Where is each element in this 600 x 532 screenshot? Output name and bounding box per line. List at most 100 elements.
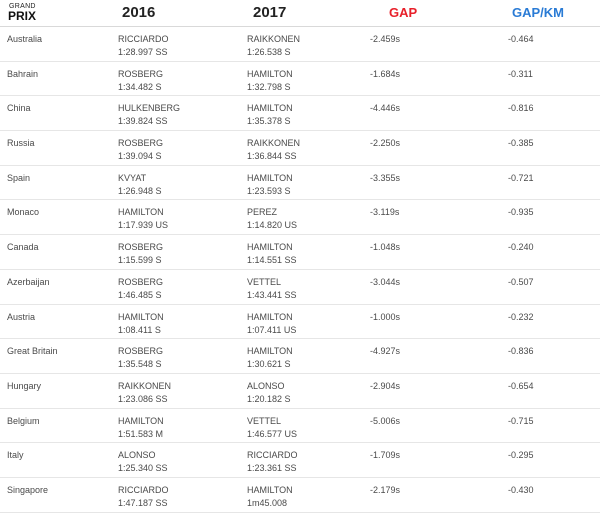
gap-value: -3.119s: [370, 207, 400, 218]
table-row: Australia RICCIARDO 1:28.997 SS RAIKKONEN 1:…: [0, 27, 600, 62]
grand-prix-name: Hungary: [7, 380, 42, 391]
gap-value: -4.446s: [370, 103, 401, 114]
laptime-2016: 1:15.599 S: [118, 255, 162, 266]
result-2017-cell: HAMILTON 1:07.411 US: [247, 312, 296, 336]
result-2016-cell: HAMILTON 1:17.939 US: [118, 207, 168, 231]
result-2017-cell: RAIKKONEN 1:26.538 S: [247, 34, 300, 58]
gap-per-km-value: -0.240: [508, 242, 534, 253]
gap-per-km-value: -0.654: [508, 380, 534, 391]
grand-prix-name: Bahrain: [7, 68, 39, 79]
laptime-2016: 1:26.948 S: [118, 185, 162, 196]
driver-2016: RICCIARDO: [118, 484, 169, 495]
gap-per-km-value: -0.715: [508, 415, 534, 426]
driver-2016: ROSBERG: [118, 346, 164, 357]
table-row: Great Britain ROSBERG 1:35.548 S HAMILTON 1:…: [0, 339, 600, 374]
result-2016-cell: HULKENBERG 1:39.824 SS: [118, 103, 180, 127]
gap-value: -2.904s: [370, 380, 401, 391]
laptime-2017: 1:23.361 SS: [247, 463, 297, 474]
laptime-2016: 1:25.340 SS: [118, 463, 168, 474]
driver-2017: HAMILTON: [247, 103, 293, 114]
driver-2017: HAMILTON: [247, 484, 293, 495]
laptime-2017: 1:46.577 US: [247, 428, 298, 439]
gap-value: -2.459s: [370, 34, 401, 44]
driver-2016: HULKENBERG: [118, 103, 181, 114]
driver-2017: HAMILTON: [247, 68, 293, 79]
gap-value: -1.684s: [370, 68, 401, 79]
gap-per-km-value: -0.836: [508, 346, 534, 357]
gap-per-km-value: -0.385: [508, 138, 534, 149]
table-row: Spain KVYAT 1:26.948 S HAMILTON 1:23.593 S -3…: [0, 166, 600, 201]
result-2016-cell: ROSBERG 1:34.482 S: [118, 69, 163, 93]
result-2017-cell: RAIKKONEN 1:36.844 SS: [247, 138, 300, 162]
table-row: Russia ROSBERG 1:39.094 S RAIKKONEN 1:36.844…: [0, 131, 600, 166]
driver-2016: ALONSO: [118, 450, 156, 461]
gap-per-km-value: -0.430: [508, 484, 534, 495]
gap-per-km-value: -0.311: [508, 68, 533, 79]
driver-2017: RAIKKONEN: [247, 138, 301, 149]
driver-2016: HAMILTON: [118, 311, 164, 322]
laptime-2016: 1:34.482 S: [118, 81, 162, 92]
laptime-2017: 1:07.411 US: [247, 324, 297, 335]
gap-per-km-value: -0.295: [508, 450, 534, 461]
laptime-2017: 1:43.441 SS: [247, 289, 297, 300]
year-2017-header: 2017: [253, 4, 287, 21]
gap-value: -1.709s: [370, 450, 401, 461]
gap-per-km-value: -0.816: [508, 103, 534, 114]
driver-2017: HAMILTON: [247, 311, 293, 322]
grand-prix-name: Italy: [7, 450, 24, 461]
result-2016-cell: ROSBERG 1:46.485 S: [118, 277, 163, 301]
grand-prix-name: Spain: [7, 172, 31, 183]
result-2017-cell: HAMILTON 1m45.008: [247, 485, 293, 509]
result-2016-cell: ROSBERG 1:39.094 S: [118, 138, 163, 162]
driver-2017: RAIKKONEN: [247, 34, 301, 44]
result-2016-cell: ROSBERG 1:35.548 S: [118, 346, 163, 370]
driver-2016: ROSBERG: [118, 138, 164, 149]
table-body: Australia RICCIARDO 1:28.997 SS RAIKKONEN 1:…: [0, 27, 600, 513]
laptime-2016: 1:08.411 S: [118, 324, 161, 335]
result-2016-cell: RICCIARDO 1:47.187 SS: [118, 485, 169, 509]
driver-2016: ROSBERG: [118, 68, 164, 79]
year-2016-header: 2016: [122, 4, 156, 21]
driver-2016: HAMILTON: [118, 415, 164, 426]
driver-2017: ALONSO: [247, 380, 285, 391]
laptime-2017: 1:26.538 S: [247, 47, 291, 57]
driver-2016: RAIKKONEN: [118, 380, 172, 391]
gap-value: -3.044s: [370, 276, 401, 287]
driver-2017: HAMILTON: [247, 172, 293, 183]
driver-2016: ROSBERG: [118, 242, 164, 253]
table-row: Belgium HAMILTON 1:51.583 M VETTEL 1:46.577 …: [0, 409, 600, 444]
gap-per-km-value: -0.721: [508, 172, 534, 183]
result-2017-cell: HAMILTON 1:23.593 S: [247, 173, 293, 197]
result-2017-cell: VETTEL 1:46.577 US: [247, 416, 297, 440]
laptime-2017: 1:35.378 S: [247, 116, 291, 127]
driver-2017: PEREZ: [247, 207, 278, 218]
grand-prix-header-small: GRAND: [9, 3, 36, 10]
gap-header: GAP: [389, 5, 418, 20]
driver-2016: RICCIARDO: [118, 34, 169, 44]
laptime-2016: 1:35.548 S: [118, 359, 162, 370]
laptime-2017: 1:14.820 US: [247, 220, 298, 231]
table-row: Singapore RICCIARDO 1:47.187 SS HAMILTON 1m4…: [0, 478, 600, 513]
gap-value: -2.179s: [370, 484, 401, 495]
result-2017-cell: HAMILTON 1:14.551 SS: [247, 242, 297, 266]
laptime-2016: 1:23.086 SS: [118, 393, 168, 404]
laptime-2016: 1:47.187 SS: [118, 497, 168, 508]
result-2017-cell: RICCIARDO 1:23.361 SS: [247, 450, 298, 474]
gap-value: -4.927s: [370, 346, 401, 357]
grand-prix-name: Australia: [7, 34, 43, 44]
driver-2017: HAMILTON: [247, 242, 293, 253]
driver-2016: ROSBERG: [118, 276, 164, 287]
result-2017-cell: ALONSO 1:20.182 S: [247, 381, 291, 405]
laptime-2016: 1:28.997 SS: [118, 47, 168, 57]
gap-value: -2.250s: [370, 138, 401, 149]
driver-2016: HAMILTON: [118, 207, 164, 218]
laptime-2017: 1:30.621 S: [247, 359, 291, 370]
gap-value: -5.006s: [370, 415, 401, 426]
result-2016-cell: RAIKKONEN 1:23.086 SS: [118, 381, 171, 405]
grand-prix-header: PRIX: [8, 9, 37, 23]
table-header: GRAND PRIX 2016 2017 GAP GAP/KM: [0, 0, 600, 27]
driver-2017: HAMILTON: [247, 346, 293, 357]
grand-prix-name: Great Britain: [7, 346, 58, 357]
table-row: Bahrain ROSBERG 1:34.482 S HAMILTON 1:32.798…: [0, 62, 600, 97]
laptime-2017: 1:32.798 S: [247, 81, 291, 92]
